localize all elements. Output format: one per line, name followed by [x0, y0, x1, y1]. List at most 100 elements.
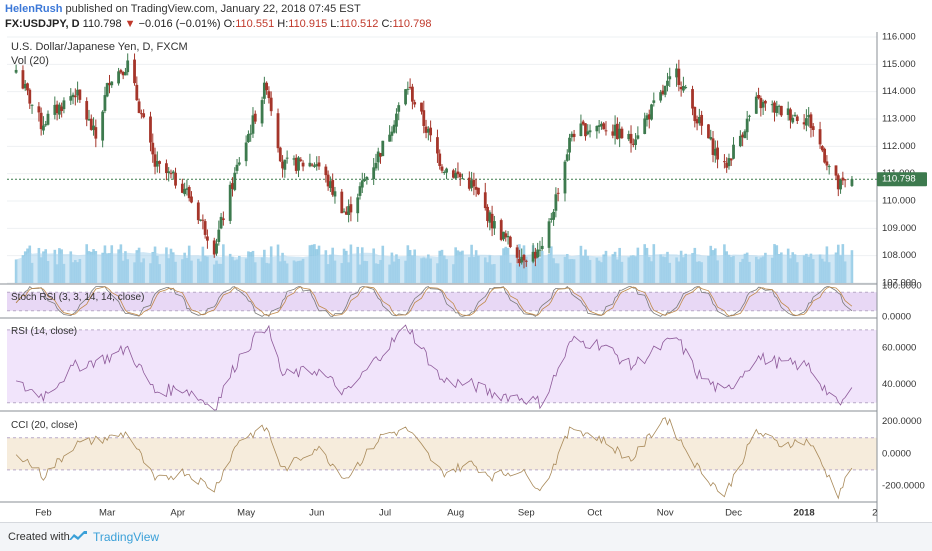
candle-body — [267, 91, 271, 99]
candle-body — [53, 104, 57, 115]
candle — [775, 100, 779, 117]
candle-body — [556, 192, 560, 194]
candle-body — [174, 172, 177, 186]
candle — [71, 92, 75, 105]
candle — [490, 205, 494, 237]
candle-body — [187, 186, 191, 199]
candle-body — [158, 161, 161, 164]
candle — [836, 173, 840, 197]
candle — [436, 129, 439, 163]
volume-series — [14, 244, 854, 283]
candle-body — [522, 254, 526, 261]
price-tick-label-8: 108.000 — [882, 250, 916, 261]
candle — [850, 175, 854, 188]
candle-body — [278, 147, 282, 162]
candle — [397, 102, 401, 121]
candle — [841, 171, 845, 186]
candle — [101, 110, 105, 148]
candle-body — [770, 104, 774, 106]
candle-body — [647, 114, 651, 120]
candle-body — [121, 72, 125, 76]
candle — [124, 67, 127, 76]
candle — [21, 65, 25, 90]
price-tick-label-3: 113.000 — [882, 114, 916, 125]
candle — [474, 178, 478, 197]
candle-body — [344, 211, 348, 215]
candle-body — [94, 127, 98, 139]
close-value: 110.798 — [392, 18, 432, 30]
candle — [451, 168, 455, 179]
chart-area[interactable]: 116.000115.000114.000113.000112.000111.0… — [0, 32, 932, 522]
candle — [773, 100, 776, 122]
candle — [713, 140, 717, 163]
price-tick-label-6: 110.000 — [882, 196, 916, 207]
candle — [420, 102, 423, 115]
candle-body — [169, 173, 173, 175]
candle — [820, 145, 824, 153]
candle — [381, 140, 385, 157]
candle-body — [779, 105, 783, 116]
candle — [636, 126, 640, 140]
candle — [723, 154, 726, 169]
candle-body — [171, 171, 175, 174]
candle — [745, 110, 749, 140]
candle-body — [413, 102, 417, 105]
candle — [584, 123, 587, 141]
candle-body — [60, 106, 64, 111]
candle — [410, 83, 414, 110]
candle — [770, 100, 774, 113]
candle — [151, 133, 155, 163]
tradingview-brand-link[interactable]: TradingView — [93, 530, 160, 544]
price-tick-label-0: 116.000 — [882, 32, 916, 43]
candle-body — [78, 89, 82, 100]
candle — [395, 108, 398, 134]
candle — [743, 129, 747, 139]
candle — [235, 158, 239, 175]
candle-body — [281, 161, 284, 169]
candle-body — [600, 123, 603, 127]
candle — [631, 138, 635, 148]
price-tick-label-2: 114.000 — [882, 86, 916, 97]
main-pane-title: U.S. Dollar/Japanese Yen, D, FXCM — [11, 41, 188, 53]
candle — [647, 109, 651, 129]
pane-titles: U.S. Dollar/Japanese Yen, D, FXCM Vol (2… — [11, 41, 188, 431]
cci-tick-label-2: -200.0000 — [882, 480, 925, 491]
candle — [331, 173, 335, 197]
candle — [629, 125, 633, 153]
candle — [613, 115, 617, 145]
candle-body — [103, 95, 107, 111]
candle — [540, 237, 544, 251]
candle — [365, 176, 369, 185]
candle — [618, 121, 622, 148]
candle — [684, 84, 688, 90]
candle-body — [426, 129, 430, 133]
candle-body — [520, 256, 524, 263]
candle-body — [315, 164, 319, 167]
candle — [297, 156, 300, 178]
candle — [94, 119, 98, 148]
date-tick-label-3: May — [237, 508, 255, 519]
candle — [839, 178, 842, 194]
candle — [87, 109, 91, 121]
candle-body — [748, 115, 751, 117]
volume-pane-title: Vol (20) — [11, 55, 49, 67]
candle — [315, 156, 319, 171]
candle — [568, 133, 571, 161]
candle-body — [604, 130, 608, 132]
candle — [595, 125, 599, 139]
date-tick-label-5: Jul — [379, 508, 391, 519]
high-value: 110.915 — [288, 18, 328, 30]
candle — [42, 116, 45, 135]
candle — [117, 67, 120, 86]
candle — [588, 124, 592, 138]
candle-body — [659, 92, 663, 101]
created-with-label: Created with — [8, 531, 70, 543]
rsi-pane-title: RSI (14, close) — [11, 326, 77, 337]
candle — [695, 115, 699, 131]
rsi-line — [16, 324, 853, 411]
candle-body — [297, 157, 300, 171]
candle-body — [440, 166, 444, 171]
candle — [360, 172, 364, 194]
candle-body — [570, 133, 574, 138]
author-name[interactable]: HelenRush — [5, 3, 63, 15]
